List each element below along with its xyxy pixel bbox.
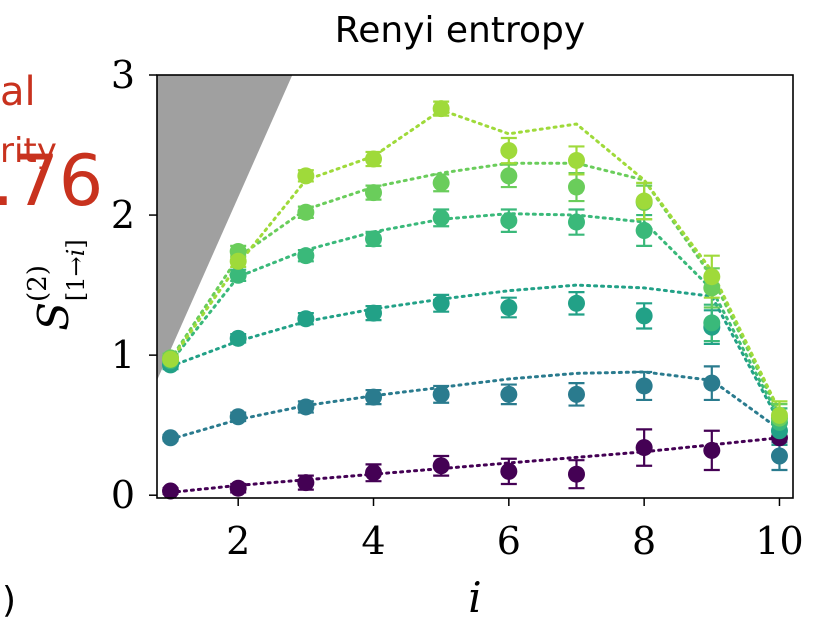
- data-point: [703, 441, 721, 459]
- y-tick-label: 1: [111, 333, 135, 377]
- cropped-label-top: al: [0, 69, 36, 115]
- data-point: [770, 406, 788, 424]
- x-axis-label: i: [468, 573, 481, 622]
- data-point: [297, 167, 315, 185]
- data-point: [297, 310, 315, 328]
- data-point: [500, 299, 518, 317]
- data-point: [365, 150, 383, 168]
- error-bars: [162, 100, 788, 495]
- y-axis-label: S(2) [1→i]: [23, 239, 90, 330]
- data-point: [567, 385, 585, 403]
- data-point: [432, 100, 450, 118]
- data-point: [432, 209, 450, 227]
- fit-line-2: [169, 283, 781, 424]
- data-point: [567, 213, 585, 231]
- fit-line-4: [169, 161, 781, 416]
- y-tick-label: 3: [111, 53, 135, 97]
- fit-line-1: [169, 370, 781, 441]
- x-tick-label: 6: [497, 519, 521, 563]
- data-point: [500, 212, 518, 230]
- data-point: [365, 464, 383, 482]
- data-point: [432, 174, 450, 192]
- data-point: [703, 314, 721, 332]
- data-point: [500, 385, 518, 403]
- cropped-label-mid: rity: [0, 131, 57, 171]
- x-ticks: 2 4 6 8 10: [226, 498, 804, 563]
- data-point: [229, 266, 247, 284]
- fit-line-0: [169, 436, 781, 494]
- x-tick-label: 8: [632, 519, 656, 563]
- forbidden-region: [157, 75, 293, 381]
- data-point: [500, 462, 518, 480]
- y-tick-label: 0: [111, 473, 135, 517]
- x-tick-label: 4: [361, 519, 385, 563]
- chart-title: Renyi entropy: [335, 10, 585, 51]
- data-point: [365, 388, 383, 406]
- data-point: [229, 408, 247, 426]
- y-tick-label: 2: [111, 193, 135, 237]
- y-ticks: 0 1 2 3: [111, 53, 157, 517]
- data-point: [500, 142, 518, 160]
- data-point: [365, 230, 383, 248]
- data-point: [162, 429, 180, 447]
- data-point: [365, 184, 383, 202]
- data-point: [162, 350, 180, 368]
- data-point: [229, 329, 247, 347]
- cropped-paren: ): [2, 580, 16, 621]
- data-point: [635, 377, 653, 395]
- data-point: [162, 482, 180, 500]
- data-point: [432, 457, 450, 475]
- data-point: [229, 479, 247, 497]
- data-point: [500, 167, 518, 185]
- cropped-value-big: .76: [0, 140, 103, 222]
- data-point: [635, 192, 653, 210]
- data-point: [297, 474, 315, 492]
- data-point: [703, 374, 721, 392]
- plot-frame: [156, 74, 794, 499]
- data-point: [297, 398, 315, 416]
- svg-text:S(2)[1→i]: S(2) [1→i]: [23, 239, 90, 330]
- data-point: [635, 307, 653, 325]
- bound-region: [157, 75, 293, 381]
- data-point: [567, 465, 585, 483]
- data-point: [770, 447, 788, 465]
- data-point: [229, 252, 247, 270]
- x-tick-label: 10: [755, 519, 803, 563]
- fit-line-5: [169, 108, 781, 413]
- data-point: [567, 294, 585, 312]
- x-tick-label: 2: [226, 519, 250, 563]
- data-point: [432, 385, 450, 403]
- data-point: [297, 203, 315, 221]
- data-point: [635, 221, 653, 239]
- data-points: [162, 100, 788, 500]
- data-point: [635, 439, 653, 457]
- data-point: [365, 304, 383, 322]
- data-point: [703, 268, 721, 286]
- data-point: [567, 178, 585, 196]
- fit-lines: [169, 108, 781, 494]
- data-point: [432, 294, 450, 312]
- data-point: [567, 151, 585, 169]
- data-point: [297, 247, 315, 265]
